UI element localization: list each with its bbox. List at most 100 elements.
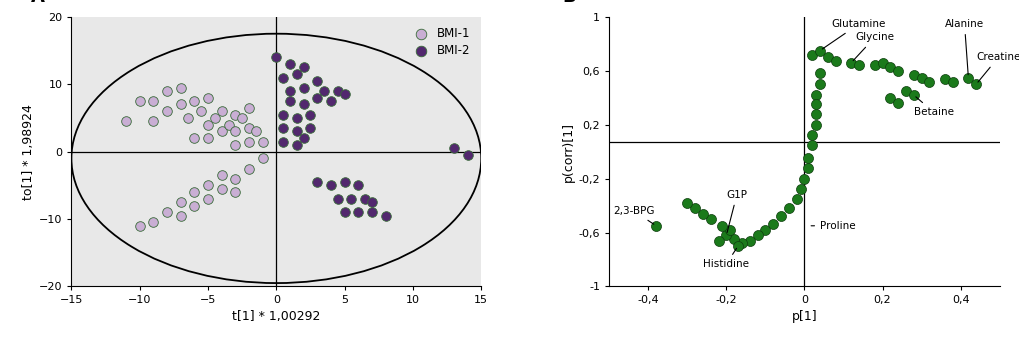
BMI-1 [172, 200, 189, 205]
Point [749, 233, 765, 238]
Point [905, 72, 921, 78]
BMI-1 [172, 85, 189, 90]
BMI-1 [255, 156, 271, 161]
Point [709, 238, 726, 243]
X-axis label: p[1]: p[1] [791, 310, 816, 323]
BMI-2 [329, 88, 345, 94]
BMI-2 [302, 125, 318, 131]
BMI-2 [288, 142, 305, 148]
Text: A: A [31, 0, 44, 6]
BMI-2 [268, 55, 284, 60]
Point [772, 214, 789, 219]
Text: G1P: G1P [726, 190, 747, 233]
Point [866, 63, 882, 68]
BMI-1 [145, 220, 161, 225]
Point [717, 233, 734, 238]
BMI-2 [275, 112, 291, 117]
Point [905, 92, 921, 98]
Point [811, 82, 827, 87]
BMI-1 [172, 213, 189, 218]
Text: 2,3-BPG: 2,3-BPG [612, 206, 654, 224]
BMI-1 [240, 105, 257, 111]
BMI-2 [296, 135, 312, 141]
BMI-2 [364, 210, 380, 215]
BMI-1 [159, 210, 175, 215]
BMI-1 [131, 223, 148, 228]
BMI-2 [350, 183, 366, 188]
Y-axis label: to[1] * 1,98924: to[1] * 1,98924 [21, 104, 35, 200]
Point [811, 71, 827, 76]
Point [764, 222, 781, 227]
Point [730, 243, 746, 249]
Point [799, 165, 815, 171]
BMI-2 [288, 115, 305, 121]
Text: Histidine: Histidine [702, 248, 748, 270]
Point [944, 79, 960, 84]
Point [807, 111, 823, 117]
Point [721, 227, 738, 233]
Point [826, 59, 843, 64]
BMI-2 [288, 71, 305, 77]
Point [807, 92, 823, 98]
Point [850, 63, 866, 68]
BMI-2 [322, 183, 338, 188]
BMI-2 [316, 88, 332, 94]
Text: Glycine: Glycine [852, 32, 894, 61]
BMI-1 [186, 98, 203, 104]
Point [959, 75, 975, 80]
Point [967, 82, 983, 87]
BMI-2 [296, 65, 312, 70]
BMI-1 [227, 112, 244, 117]
Text: Proline: Proline [810, 221, 855, 231]
BMI-1 [207, 115, 223, 121]
BMI-1 [248, 129, 264, 134]
BMI-1 [145, 98, 161, 104]
BMI-1 [179, 115, 196, 121]
Point [935, 76, 952, 82]
BMI-2 [309, 179, 325, 185]
BMI-2 [377, 213, 393, 218]
BMI-1 [233, 115, 250, 121]
BMI-1 [220, 122, 236, 127]
BMI-1 [200, 196, 216, 202]
Point [819, 55, 836, 60]
BMI-1 [240, 125, 257, 131]
BMI-2 [329, 196, 345, 202]
BMI-1 [200, 122, 216, 127]
Point [741, 238, 757, 243]
Point [694, 211, 710, 216]
BMI-1 [227, 129, 244, 134]
BMI-2 [281, 88, 298, 94]
Point [796, 176, 812, 181]
Point [713, 223, 730, 228]
BMI-1 [172, 102, 189, 107]
BMI-2 [350, 210, 366, 215]
Point [803, 52, 819, 57]
Point [679, 200, 695, 206]
BMI-1 [131, 98, 148, 104]
BMI-1 [200, 95, 216, 100]
Point [726, 237, 742, 242]
Point [843, 60, 859, 65]
Text: Betaine: Betaine [913, 97, 953, 117]
BMI-2 [445, 146, 462, 151]
Y-axis label: p(corr)[1]: p(corr)[1] [560, 122, 574, 182]
BMI-1 [200, 183, 216, 188]
BMI-2 [343, 196, 360, 202]
BMI-1 [227, 189, 244, 195]
BMI-2 [296, 85, 312, 90]
BMI-2 [275, 125, 291, 131]
Point [788, 196, 804, 202]
BMI-1 [186, 203, 203, 208]
BMI-2 [302, 112, 318, 117]
Text: Creatine: Creatine [975, 52, 1019, 82]
Point [687, 206, 703, 211]
Point [897, 88, 913, 94]
BMI-1 [213, 186, 229, 191]
Point [920, 79, 936, 84]
Text: Glutamine: Glutamine [821, 19, 886, 49]
BMI-1 [227, 142, 244, 148]
BMI-1 [200, 135, 216, 141]
Point [873, 60, 890, 65]
Point [792, 187, 808, 192]
